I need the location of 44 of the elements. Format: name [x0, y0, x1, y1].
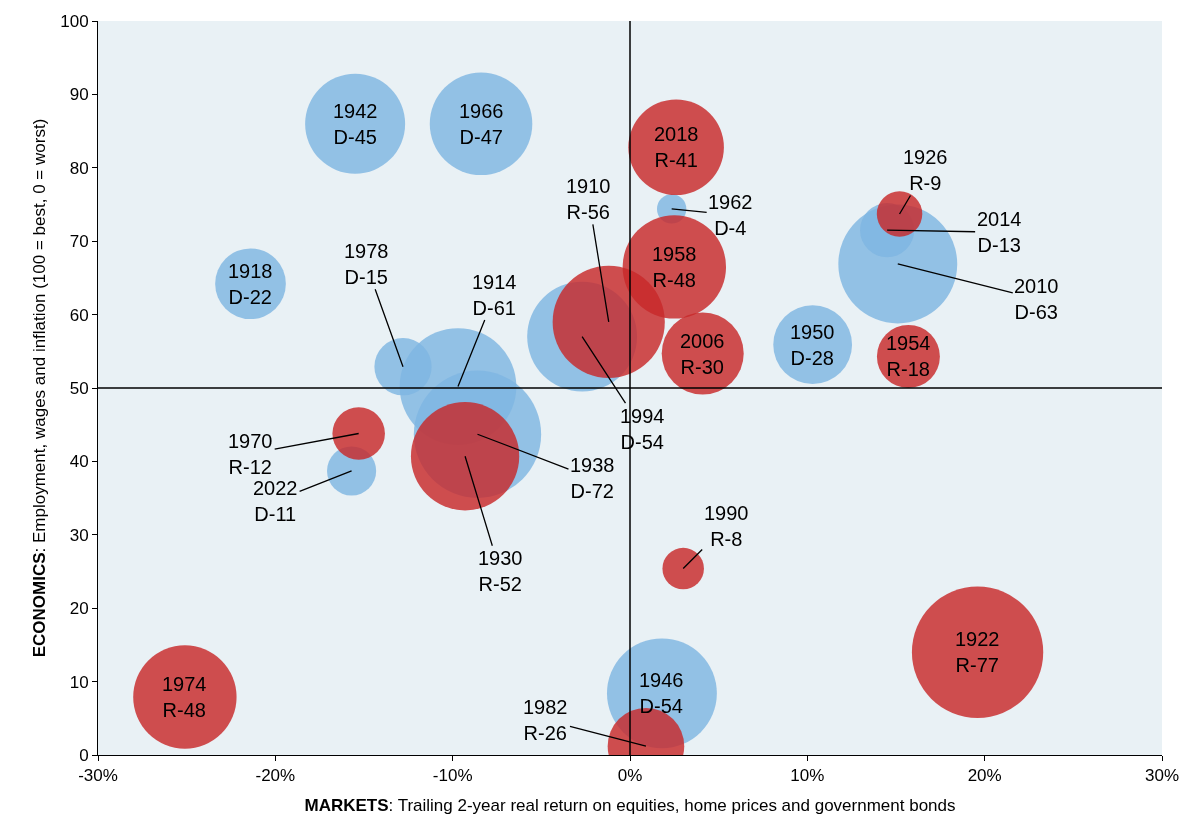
- x-tick-label: -30%: [78, 766, 118, 786]
- y-tick-label: 80: [69, 158, 89, 178]
- annotation: 1970 R-12: [228, 430, 273, 478]
- annotation: 1950 D-28: [790, 321, 835, 369]
- annotation: 2022 D-11: [253, 477, 298, 525]
- annotation: 1974 R-48: [162, 673, 207, 721]
- x-tick-label: -20%: [255, 766, 296, 786]
- annotation: 1922 R-77: [955, 628, 1000, 676]
- annotation: 1982 R-26: [523, 696, 568, 744]
- annotation: 1926 R-9: [903, 146, 948, 194]
- x-tick-label: -10%: [432, 766, 473, 786]
- annotation: 1910 R-56: [566, 175, 611, 223]
- y-tick-label: 90: [69, 85, 89, 105]
- annotation: 1958 R-48: [652, 243, 697, 291]
- annotation: 1918 D-22: [228, 260, 273, 308]
- x-tick-label: 0%: [617, 766, 643, 786]
- annotation: 1942 D-45: [333, 100, 378, 148]
- annotation: 2006 R-30: [680, 330, 725, 378]
- annotation: 1938 D-72: [570, 454, 615, 502]
- y-axis-title: ECONOMICS: Employment, wages and inflation (100 = best, 0 = worst): [29, 118, 49, 658]
- annotation: 2010 D-63: [1014, 275, 1059, 323]
- annotation: 2014 D-13: [977, 208, 1022, 256]
- x-axis-title: MARKETS: Trailing 2-year real return on equities, home prices and government bonds: [304, 795, 956, 815]
- y-tick-label: 100: [60, 11, 89, 31]
- annotation: 1930 R-52: [478, 547, 523, 595]
- y-tick-label: 20: [69, 599, 89, 619]
- y-tick-label: 30: [69, 525, 89, 545]
- annotation: 1954 R-18: [886, 332, 931, 380]
- y-tick-label: 10: [69, 672, 89, 692]
- annotation: 1946 D-54: [639, 669, 684, 717]
- annotation: 1962 D-4: [708, 191, 753, 239]
- y-tick-label: 70: [69, 232, 89, 252]
- annotation: 2018 R-41: [654, 123, 699, 171]
- annotation: 1978 D-15: [344, 240, 389, 288]
- x-tick-label: 10%: [790, 766, 825, 786]
- x-tick-label: 20%: [967, 766, 1002, 786]
- annotation: 1966 D-47: [459, 100, 504, 148]
- x-tick-label: 30%: [1144, 766, 1180, 786]
- annotation: 1990 R-8: [704, 502, 749, 550]
- y-tick-label: 50: [69, 378, 89, 398]
- annotation: 1914 D-61: [472, 271, 517, 319]
- y-tick-label: 0: [79, 745, 89, 765]
- y-tick-label: 60: [69, 305, 89, 325]
- y-tick-label: 40: [69, 452, 89, 472]
